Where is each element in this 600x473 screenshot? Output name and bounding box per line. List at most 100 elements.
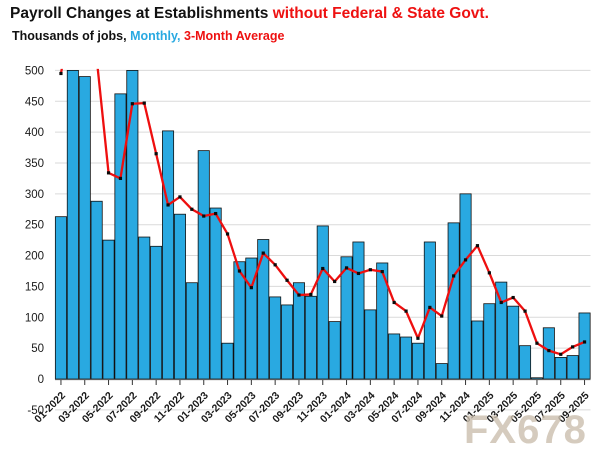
bar-02-2025 bbox=[495, 281, 508, 380]
chart-subtitle: Thousands of jobs, Monthly, 3-Month Aver… bbox=[12, 29, 592, 43]
bar-11-2024 bbox=[459, 193, 472, 380]
line-marker bbox=[547, 349, 551, 353]
bar-10-2024 bbox=[447, 222, 460, 380]
line-marker bbox=[202, 214, 206, 218]
bar-04-2023 bbox=[233, 261, 246, 380]
y-tick-label: 50 bbox=[31, 343, 44, 355]
line-marker bbox=[178, 195, 182, 199]
bar-01-2025 bbox=[483, 303, 496, 380]
bar-07-2023 bbox=[269, 296, 282, 380]
line-marker bbox=[392, 300, 396, 305]
bar-02-2024 bbox=[352, 241, 365, 380]
y-tick-label: 0 bbox=[38, 374, 44, 386]
line-marker bbox=[166, 203, 170, 207]
bar-04-2025 bbox=[519, 345, 532, 380]
line-marker bbox=[523, 309, 527, 313]
line-marker bbox=[535, 341, 539, 345]
line-marker bbox=[261, 251, 265, 255]
line-marker bbox=[249, 286, 253, 290]
line-marker bbox=[380, 270, 384, 274]
chart-title-accent: without Federal & State Govt. bbox=[272, 5, 489, 22]
subtitle-units: Thousands of jobs, bbox=[12, 29, 131, 43]
bar-01-2024 bbox=[340, 256, 353, 380]
y-tick-label: 200 bbox=[25, 251, 44, 263]
y-tick-label: 500 bbox=[25, 65, 44, 77]
line-marker bbox=[309, 292, 313, 297]
line-marker bbox=[499, 300, 503, 305]
line-marker bbox=[106, 171, 111, 175]
bar-03-2025 bbox=[507, 305, 520, 380]
bar-06-2023 bbox=[257, 239, 270, 380]
line-marker bbox=[154, 152, 158, 156]
bar-10-2022 bbox=[162, 130, 175, 380]
line-marker bbox=[416, 336, 420, 340]
line-marker bbox=[190, 207, 194, 211]
line-marker bbox=[344, 266, 349, 270]
bar-05-2025 bbox=[530, 377, 543, 380]
bar-05-2022 bbox=[102, 239, 115, 380]
line-marker bbox=[571, 345, 575, 349]
bar-12-2023 bbox=[328, 321, 341, 380]
bar-05-2024 bbox=[388, 333, 401, 380]
bar-07-2022 bbox=[126, 70, 139, 380]
y-tick-label: 150 bbox=[25, 281, 44, 293]
bar-11-2023 bbox=[316, 225, 329, 380]
bar-07-2024 bbox=[411, 342, 424, 380]
subtitle-monthly-legend: Monthly, bbox=[130, 29, 181, 43]
line-marker bbox=[285, 278, 289, 282]
bar-02-2023 bbox=[209, 207, 222, 380]
line-marker bbox=[118, 176, 123, 181]
line-marker bbox=[475, 244, 480, 248]
bar-12-2022 bbox=[185, 282, 198, 380]
bar-08-2025 bbox=[566, 355, 579, 380]
line-marker bbox=[273, 263, 277, 267]
bar-06-2022 bbox=[114, 93, 127, 380]
y-tick-label: 300 bbox=[25, 189, 44, 201]
line-marker bbox=[356, 271, 361, 276]
bar-01-2023 bbox=[197, 150, 210, 380]
bar-09-2022 bbox=[150, 245, 163, 380]
bar-03-2023 bbox=[221, 342, 234, 380]
y-tick-label: -50 bbox=[27, 405, 44, 417]
line-marker bbox=[297, 293, 301, 297]
bar-09-2024 bbox=[435, 363, 448, 380]
line-marker bbox=[237, 269, 242, 273]
line-marker bbox=[463, 258, 468, 262]
line-marker bbox=[321, 266, 325, 271]
line-marker bbox=[214, 211, 218, 216]
line-marker bbox=[452, 274, 456, 278]
y-tick-label: 250 bbox=[25, 220, 44, 232]
bar-08-2023 bbox=[281, 304, 294, 380]
line-marker bbox=[368, 268, 372, 272]
y-tick-label: 100 bbox=[25, 312, 44, 324]
bar-07-2025 bbox=[554, 356, 567, 380]
line-marker bbox=[582, 340, 587, 344]
bar-06-2024 bbox=[400, 336, 413, 380]
bar-02-2022 bbox=[66, 70, 79, 380]
chart-title: Payroll Changes at Establishments withou… bbox=[10, 5, 600, 23]
subtitle-average-legend: 3-Month Average bbox=[180, 29, 285, 43]
bar-03-2022 bbox=[78, 76, 91, 380]
bar-08-2022 bbox=[138, 236, 151, 380]
bar-01-2022 bbox=[54, 216, 67, 380]
line-marker bbox=[487, 271, 491, 275]
line-marker bbox=[142, 101, 146, 105]
y-tick-label: 450 bbox=[25, 96, 44, 108]
y-tick-label: 400 bbox=[25, 127, 44, 139]
line-marker bbox=[511, 295, 515, 300]
bar-10-2023 bbox=[304, 295, 317, 380]
bar-04-2022 bbox=[90, 200, 103, 380]
line-marker bbox=[225, 232, 230, 236]
line-marker bbox=[404, 309, 408, 313]
bar-12-2024 bbox=[471, 320, 484, 380]
line-marker bbox=[130, 102, 134, 106]
line-marker bbox=[333, 279, 337, 284]
line-marker bbox=[428, 305, 432, 310]
line-marker bbox=[559, 352, 563, 356]
bar-06-2025 bbox=[542, 327, 555, 380]
y-tick-label: 350 bbox=[25, 158, 44, 170]
bar-09-2023 bbox=[292, 282, 305, 380]
chart-title-main: Payroll Changes at Establishments bbox=[10, 5, 273, 22]
